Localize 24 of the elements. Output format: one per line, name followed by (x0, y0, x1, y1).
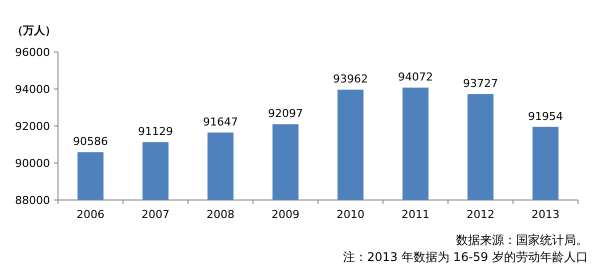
y-tick-label: 88000 (15, 194, 50, 207)
y-tick-label: 94000 (15, 83, 50, 96)
x-tick-label: 2013 (532, 208, 560, 221)
text: 注：2013 年数据为 16-59 岁的劳动年龄人口 (343, 250, 588, 264)
x-tick-label: 2006 (76, 208, 104, 221)
data-label: 92097 (268, 107, 303, 120)
x-tick-label: 2009 (272, 208, 300, 221)
x-tick-label: 2007 (142, 208, 170, 221)
data-label: 91647 (203, 116, 238, 129)
data-label: 94072 (398, 70, 433, 84)
y-tick-label: 96000 (15, 46, 50, 59)
data-label: 93727 (463, 77, 498, 90)
data-label: 93962 (333, 72, 368, 86)
x-tick-label: 2012 (466, 208, 494, 221)
y-tick-label: 92000 (15, 120, 50, 133)
x-tick-label: 2011 (402, 208, 430, 221)
y-tick-label: 90000 (15, 157, 50, 170)
data-label: 91129 (138, 125, 173, 138)
y-axis-title: （万人） (12, 24, 56, 37)
x-tick-label: 2008 (206, 208, 234, 221)
data-label: 90586 (73, 135, 108, 148)
x-tick-label: 2010 (336, 208, 364, 221)
source-note: 数据来源：国家统计局。 (456, 233, 588, 247)
data-label: 91954 (528, 110, 563, 123)
